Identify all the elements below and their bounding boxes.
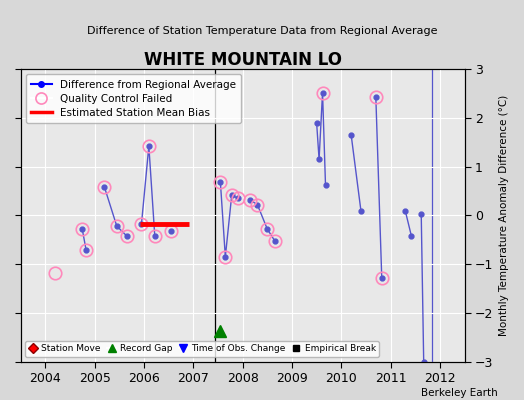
Title: WHITE MOUNTAIN LO: WHITE MOUNTAIN LO — [144, 51, 342, 69]
Legend: Station Move, Record Gap, Time of Obs. Change, Empirical Break: Station Move, Record Gap, Time of Obs. C… — [25, 341, 379, 357]
Y-axis label: Monthly Temperature Anomaly Difference (°C): Monthly Temperature Anomaly Difference (… — [499, 95, 509, 336]
Text: Difference of Station Temperature Data from Regional Average: Difference of Station Temperature Data f… — [87, 26, 437, 36]
Text: Berkeley Earth: Berkeley Earth — [421, 388, 498, 398]
